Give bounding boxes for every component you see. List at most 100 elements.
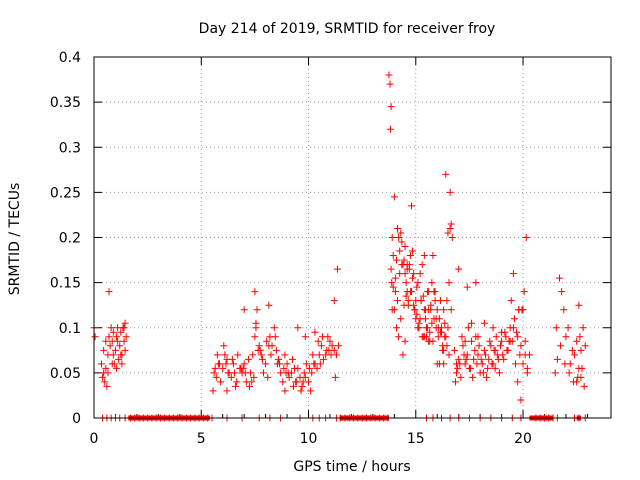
data-point — [103, 382, 111, 390]
data-point — [450, 346, 458, 354]
data-point — [410, 301, 418, 309]
data-point — [401, 243, 409, 251]
data-point — [578, 364, 586, 372]
data-point — [229, 360, 237, 368]
data-point — [410, 270, 418, 278]
data-point — [560, 306, 568, 314]
data-point — [101, 378, 109, 386]
data-point — [99, 373, 107, 381]
data-point — [121, 319, 129, 327]
data-points — [90, 71, 589, 422]
data-point — [431, 288, 439, 296]
data-point — [104, 369, 112, 377]
data-point — [407, 202, 415, 210]
data-point — [272, 346, 280, 354]
data-point — [569, 378, 577, 386]
data-point — [396, 247, 404, 255]
data-point — [413, 283, 421, 291]
data-point — [246, 382, 254, 390]
data-point — [227, 373, 235, 381]
data-point — [274, 355, 282, 363]
data-point — [551, 369, 559, 377]
data-point — [392, 324, 400, 332]
data-point — [213, 351, 221, 359]
data-point — [497, 342, 505, 350]
data-point — [464, 324, 472, 332]
data-point — [398, 238, 406, 246]
data-point — [318, 333, 326, 341]
data-point — [105, 288, 113, 296]
data-point — [233, 378, 241, 386]
data-point — [279, 378, 287, 386]
data-point — [473, 360, 481, 368]
data-point — [552, 324, 560, 332]
data-point — [412, 297, 420, 305]
data-point — [428, 279, 436, 287]
data-point — [521, 337, 529, 345]
data-point — [466, 364, 474, 372]
data-point — [453, 369, 461, 377]
data-point — [333, 265, 341, 273]
data-point — [256, 346, 264, 354]
data-point — [495, 369, 503, 377]
data-point — [499, 351, 507, 359]
data-point — [223, 387, 231, 395]
data-point — [414, 279, 422, 287]
data-point — [565, 369, 573, 377]
data-point — [444, 324, 452, 332]
data-point — [519, 306, 527, 314]
data-point — [402, 279, 410, 287]
data-point — [120, 324, 128, 332]
data-point — [498, 337, 506, 345]
y-tick-label: 0.25 — [50, 185, 81, 201]
data-point — [426, 328, 434, 336]
data-point — [259, 369, 267, 377]
data-point — [267, 351, 275, 359]
data-point — [522, 234, 530, 241]
data-point — [564, 324, 572, 332]
data-point — [411, 306, 419, 314]
data-point — [438, 324, 446, 332]
data-point — [488, 360, 496, 368]
data-point — [458, 333, 466, 341]
data-point — [562, 333, 570, 341]
data-point — [446, 224, 454, 232]
data-point — [309, 351, 317, 359]
data-point — [273, 360, 281, 368]
data-point — [440, 306, 448, 314]
data-point — [576, 333, 584, 341]
data-point — [419, 292, 427, 300]
data-point — [270, 324, 278, 332]
data-point — [327, 351, 335, 359]
data-point — [553, 355, 561, 363]
data-point — [386, 125, 394, 133]
data-point — [290, 382, 298, 390]
data-point — [228, 355, 236, 363]
data-point — [250, 373, 258, 381]
data-point — [581, 342, 589, 350]
data-point — [234, 351, 242, 359]
data-point — [487, 342, 495, 350]
data-point — [413, 310, 421, 318]
x-tick-label: 20 — [514, 431, 532, 447]
y-tick-label: 0.15 — [50, 276, 81, 292]
data-point — [455, 355, 463, 363]
data-point — [403, 288, 411, 296]
data-point — [557, 342, 565, 350]
data-point — [571, 351, 579, 359]
data-point — [405, 265, 413, 273]
data-point — [220, 342, 228, 350]
data-point — [441, 319, 449, 327]
data-point — [443, 342, 451, 350]
data-point — [320, 355, 328, 363]
data-point — [443, 297, 451, 305]
data-point — [209, 387, 217, 395]
data-point — [409, 247, 417, 255]
x-axis-label: GPS time / hours — [293, 459, 410, 475]
data-point — [440, 346, 448, 354]
data-point — [436, 297, 444, 305]
data-point — [105, 333, 113, 341]
data-point — [474, 351, 482, 359]
data-point — [108, 360, 116, 368]
data-point — [221, 351, 229, 359]
